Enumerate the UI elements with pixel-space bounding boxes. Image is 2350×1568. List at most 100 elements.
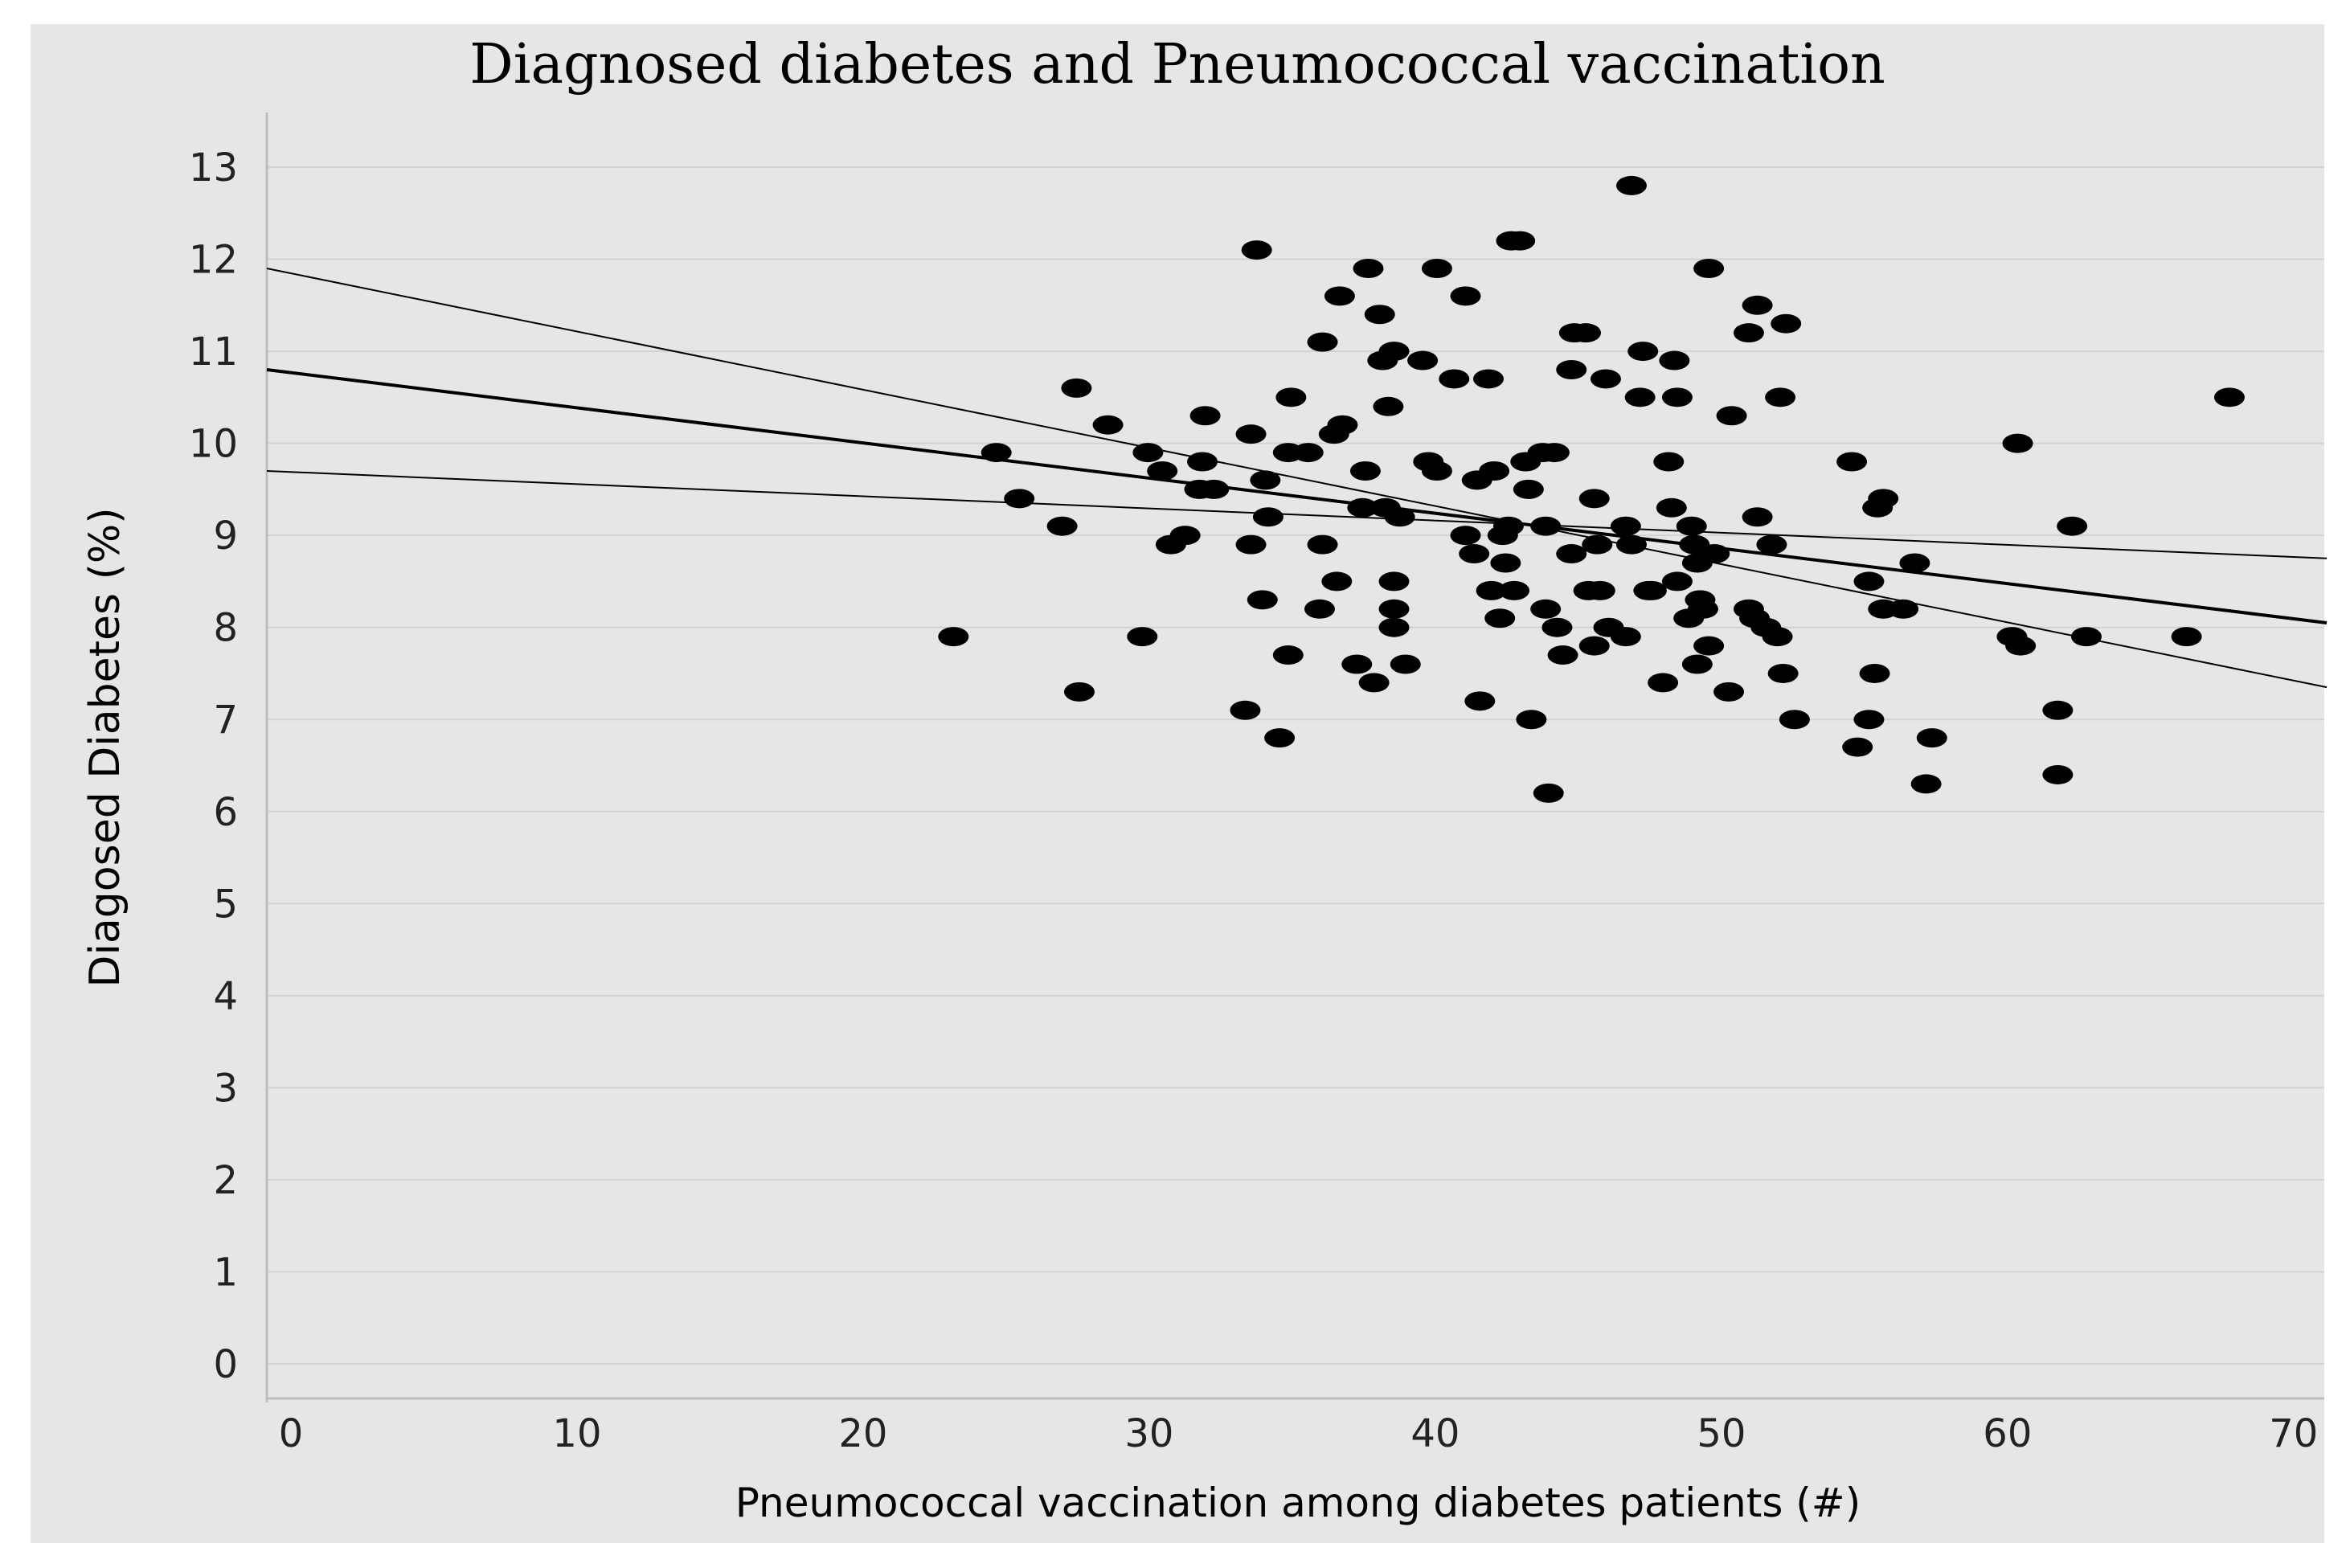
data-point (1187, 452, 1218, 472)
data-point (1241, 240, 1272, 260)
data-point (1307, 534, 1338, 555)
data-point (1888, 599, 1919, 619)
data-point (1516, 710, 1547, 730)
data-point (1681, 654, 1713, 674)
data-point (2042, 700, 2074, 720)
x-axis-label: Pneumococcal vaccination among diabetes … (735, 1480, 1861, 1526)
x-tick-label: 30 (1124, 1411, 1173, 1456)
data-point (1272, 645, 1304, 665)
data-point (1859, 663, 1890, 683)
data-point (1349, 461, 1381, 481)
data-point (2042, 764, 2074, 784)
data-point (1853, 710, 1885, 730)
data-point (1235, 424, 1267, 444)
axes (265, 113, 2324, 1402)
x-tick-label: 50 (1697, 1411, 1746, 1456)
data-point (1292, 443, 1324, 463)
data-point (1479, 461, 1510, 481)
data-point (1235, 534, 1267, 555)
data-point (1530, 516, 1562, 536)
fit-line (266, 367, 2327, 624)
data-point (1390, 654, 1421, 674)
data-point (1421, 461, 1452, 481)
data-point (1189, 406, 1221, 426)
data-point (1364, 305, 1395, 325)
y-tick-label: 6 (213, 790, 238, 835)
data-point (2057, 516, 2088, 536)
data-point (1742, 507, 1773, 527)
data-point (1762, 627, 1793, 647)
data-point (1742, 295, 1773, 315)
data-point (2070, 627, 2102, 647)
data-point (1373, 396, 1404, 416)
data-point (1505, 231, 1536, 251)
data-point (1541, 617, 1573, 637)
data-point (1687, 599, 1718, 619)
upper-bound-line (266, 268, 2327, 689)
data-point (1513, 479, 1544, 499)
data-point (1910, 774, 1942, 794)
y-tick-label: 5 (213, 882, 238, 927)
data-point (1693, 636, 1725, 656)
data-point (1353, 258, 1384, 278)
data-point (1464, 691, 1496, 711)
data-point (1779, 710, 1810, 730)
data-point (1868, 489, 1899, 509)
data-point (1582, 534, 1613, 555)
data-point (1584, 580, 1615, 600)
data-point (1661, 571, 1693, 592)
data-point (1636, 580, 1667, 600)
lower-bound-line (266, 469, 2327, 559)
data-point (1378, 599, 1410, 619)
data-point (1378, 342, 1410, 362)
data-point (1247, 590, 1278, 610)
data-point (1307, 332, 1338, 352)
data-point (1853, 571, 1885, 592)
data-point (1530, 599, 1562, 619)
y-tick-label: 12 (189, 238, 238, 283)
data-point (1147, 461, 1178, 481)
y-tick-label: 7 (213, 698, 238, 743)
data-point (1556, 359, 1587, 379)
data-point (1676, 516, 1707, 536)
data-point (1767, 663, 1799, 683)
data-point (1659, 350, 1690, 371)
data-point (1473, 369, 1505, 389)
x-tick-labels: 0 10 20 30 40 50 60 70 (279, 1411, 2319, 1456)
data-point (1615, 534, 1647, 555)
grid (267, 166, 2324, 1365)
data-point (1570, 323, 1602, 343)
data-point (1733, 323, 1764, 343)
data-point (1499, 580, 1530, 600)
data-point (1459, 544, 1490, 564)
data-point (1324, 286, 1355, 306)
data-point (1627, 342, 1659, 362)
data-point (1439, 369, 1470, 389)
data-point (1556, 544, 1587, 564)
data-point (1578, 489, 1610, 509)
data-point (1250, 470, 1281, 490)
data-point (2002, 433, 2033, 453)
y-axis-label: Diagosed Diabetes (%) (81, 507, 129, 987)
data-point (1547, 645, 1578, 665)
y-tick-label: 9 (213, 514, 238, 559)
data-point (1533, 783, 1564, 803)
data-point (1693, 258, 1725, 278)
y-tick-label: 10 (189, 422, 238, 467)
data-point (1046, 516, 1078, 536)
x-tick-label: 20 (838, 1411, 887, 1456)
y-tick-label: 1 (213, 1250, 238, 1295)
x-tick-label: 40 (1410, 1411, 1460, 1456)
data-point (981, 443, 1012, 463)
data-point (1275, 387, 1307, 407)
data-point (1771, 313, 1802, 334)
data-point (1092, 415, 1124, 435)
data-point (1061, 378, 1092, 398)
data-point (1304, 599, 1335, 619)
data-point (1648, 673, 1679, 693)
data-point (1590, 369, 1621, 389)
data-point (1063, 682, 1095, 702)
data-point (1836, 452, 1868, 472)
